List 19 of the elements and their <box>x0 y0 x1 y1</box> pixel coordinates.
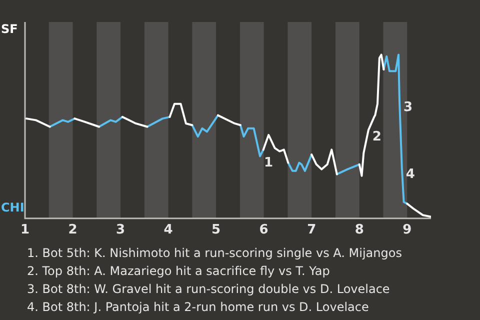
x-tick-label: 5 <box>212 222 221 238</box>
x-tick-label: 7 <box>307 222 316 238</box>
annotation: 1 <box>264 156 274 171</box>
annotation: 3 <box>403 100 413 115</box>
text: 1. Bot 5th: K. Nishimoto hit a run-scoring single vs A. Mijangos <box>27 245 402 262</box>
text: 3. Bot 8th: W. Gravel hit a run-scoring double vs D. Lovelace <box>27 281 391 298</box>
text: 4. Bot 8th: J. Pantoja hit a 2-run home run vs D. Lovelace <box>27 299 370 316</box>
x-tick-label: 1 <box>20 222 30 238</box>
x-tick-label: 4 <box>164 222 173 238</box>
text: CHI <box>1 200 24 215</box>
text: 2. Top 8th: A. Mazariego hit a sacrifice fly vs T. Yap <box>27 263 331 280</box>
x-tick-label: 9 <box>402 222 412 238</box>
annotation: 2 <box>372 129 382 144</box>
text: SF <box>1 22 18 36</box>
x-tick-label: 3 <box>116 222 126 238</box>
annotation: 4 <box>406 167 415 182</box>
x-tick-label: 8 <box>354 222 364 238</box>
x-tick-label: 6 <box>259 222 268 238</box>
x-tick-label: 2 <box>68 222 78 238</box>
